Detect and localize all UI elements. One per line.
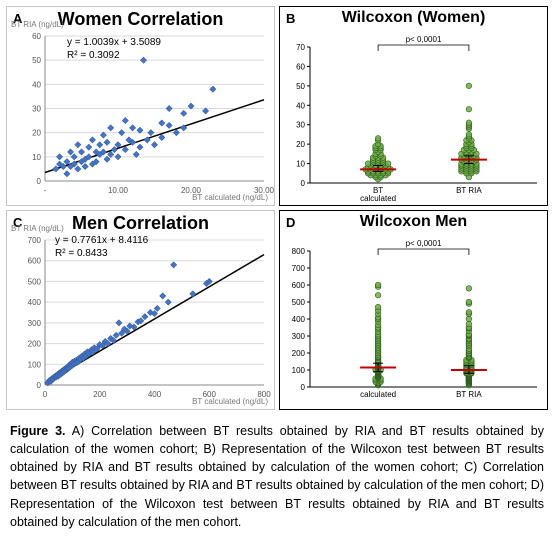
- x-axis-label: BT calculated (ng/dL): [192, 398, 268, 407]
- panel-d: D Wilcoxon Men 0 100 200 300 400 500 600 700 800…: [279, 210, 548, 410]
- caption-lead: Figure 3.: [10, 424, 66, 438]
- svg-text:BT RIA: BT RIA: [456, 390, 482, 399]
- svg-text:p< 0,0001: p< 0,0001: [406, 35, 442, 44]
- chart-svg: 01002003004005006007000200400600800: [7, 234, 274, 409]
- y-axis-label: BT RIA (ng/dL): [11, 225, 64, 234]
- svg-text:700: 700: [28, 236, 42, 245]
- svg-text:10.00: 10.00: [108, 186, 129, 195]
- caption-text: A) Correlation between BT results obtain…: [10, 424, 544, 529]
- scatter-chart: 01002003004005006007000200400600800 y = …: [7, 234, 274, 409]
- svg-text:60: 60: [296, 62, 305, 71]
- svg-text:-: -: [44, 186, 47, 195]
- panel-a: A BT RIA (ng/dL) Women Correlation 01020…: [6, 6, 275, 206]
- figure-grid: A BT RIA (ng/dL) Women Correlation 01020…: [0, 0, 554, 416]
- svg-text:600: 600: [292, 281, 306, 290]
- x-axis-label: BT calculated (ng/dL): [192, 194, 268, 203]
- scatter-chart: 0102030405060-10.0020.0030.00 y = 1.0039…: [7, 30, 274, 205]
- svg-text:300: 300: [292, 332, 306, 341]
- svg-text:40: 40: [296, 101, 305, 110]
- svg-text:40: 40: [32, 80, 41, 89]
- svg-text:calculated: calculated: [360, 194, 396, 203]
- svg-text:0: 0: [37, 177, 42, 186]
- svg-text:100: 100: [28, 360, 42, 369]
- svg-text:700: 700: [292, 264, 306, 273]
- panel-title: Wilcoxon Men: [280, 213, 547, 231]
- svg-text:800: 800: [292, 247, 306, 256]
- svg-text:500: 500: [28, 277, 42, 286]
- svg-text:50: 50: [32, 56, 41, 65]
- figure-caption: Figure 3. A) Correlation between BT resu…: [0, 416, 554, 541]
- svg-text:300: 300: [28, 319, 42, 328]
- regression-equation: y = 1.0039x + 3.5089 R² = 0.3092: [67, 36, 161, 62]
- wilcoxon-chart: 010203040506070p< 0,0001BTcalculatedBT R…: [280, 27, 547, 205]
- svg-text:20: 20: [296, 140, 305, 149]
- svg-text:100: 100: [292, 366, 306, 375]
- svg-text:20: 20: [32, 129, 41, 138]
- svg-text:70: 70: [296, 43, 305, 52]
- svg-text:200: 200: [292, 349, 306, 358]
- panel-title: Wilcoxon (Women): [280, 9, 547, 27]
- svg-text:500: 500: [292, 298, 306, 307]
- panel-c: C BT RIA (ng/dL) Men Correlation 0100200…: [6, 210, 275, 410]
- panel-letter: D: [286, 215, 295, 230]
- panel-b: B Wilcoxon (Women) 0 10 20 30 40 50 60 70 p< 0,0…: [279, 6, 548, 206]
- y-axis-label: BT RIA (ng/dL): [11, 21, 64, 30]
- svg-text:0: 0: [37, 381, 42, 390]
- svg-text:10: 10: [296, 160, 305, 169]
- svg-text:400: 400: [148, 390, 162, 399]
- svg-text:0: 0: [301, 383, 306, 392]
- svg-text:10: 10: [32, 153, 41, 162]
- svg-text:p< 0,0001: p< 0,0001: [406, 239, 442, 248]
- regression-equation: y = 0.7761x + 8.4116 R² = 0.8433: [55, 234, 148, 260]
- svg-text:0: 0: [301, 179, 306, 188]
- svg-text:calculated: calculated: [360, 390, 396, 399]
- svg-text:30: 30: [32, 105, 41, 114]
- svg-text:50: 50: [296, 82, 305, 91]
- chart-svg: 0 100 200 300 400 500 600 700 800 p< 0,0001 calcul…: [280, 231, 547, 409]
- svg-text:60: 60: [32, 32, 41, 41]
- svg-text:30: 30: [296, 121, 305, 130]
- wilcoxon-chart: 0 100 200 300 400 500 600 700 800 p< 0,0001 calcul…: [280, 231, 547, 409]
- chart-svg: 010203040506070p< 0,0001BTcalculatedBT R…: [280, 27, 547, 205]
- svg-text:0: 0: [43, 390, 48, 399]
- svg-text:600: 600: [28, 257, 42, 266]
- svg-text:200: 200: [28, 340, 42, 349]
- svg-text:200: 200: [93, 390, 107, 399]
- panel-letter: B: [286, 11, 295, 26]
- svg-text:400: 400: [28, 298, 42, 307]
- svg-text:BT RIA: BT RIA: [456, 186, 482, 195]
- svg-text:400: 400: [292, 315, 306, 324]
